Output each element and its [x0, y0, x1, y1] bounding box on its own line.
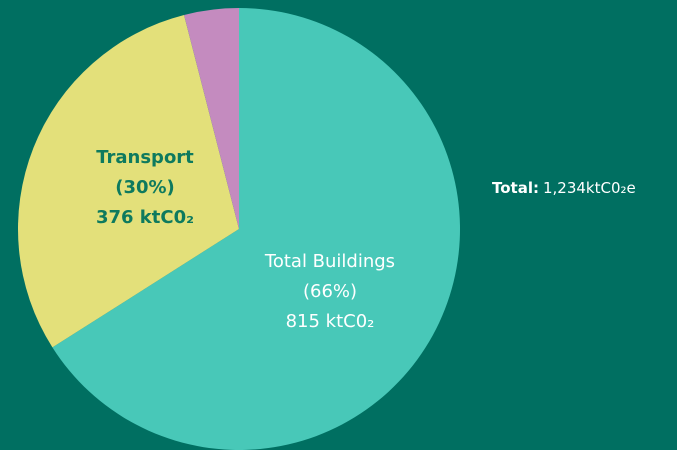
pie-slice: [52, 8, 460, 450]
slice-percent: (66%): [303, 281, 357, 302]
slice-label: Total Buildings: [264, 251, 395, 272]
pie-slice: [184, 8, 239, 229]
pie-slice: [17, 14, 239, 348]
total-label: Total:: [492, 179, 539, 197]
slice-amount: 376 ktC0₂: [96, 207, 194, 228]
total-value: 1,234ktC0₂e: [543, 179, 636, 197]
total: Total: 1,234ktC0₂e: [492, 179, 636, 197]
slice-label: Transport: [96, 147, 194, 168]
slice-percent: (30%): [115, 177, 175, 198]
slice-amount: 815 ktC0₂: [286, 311, 375, 332]
